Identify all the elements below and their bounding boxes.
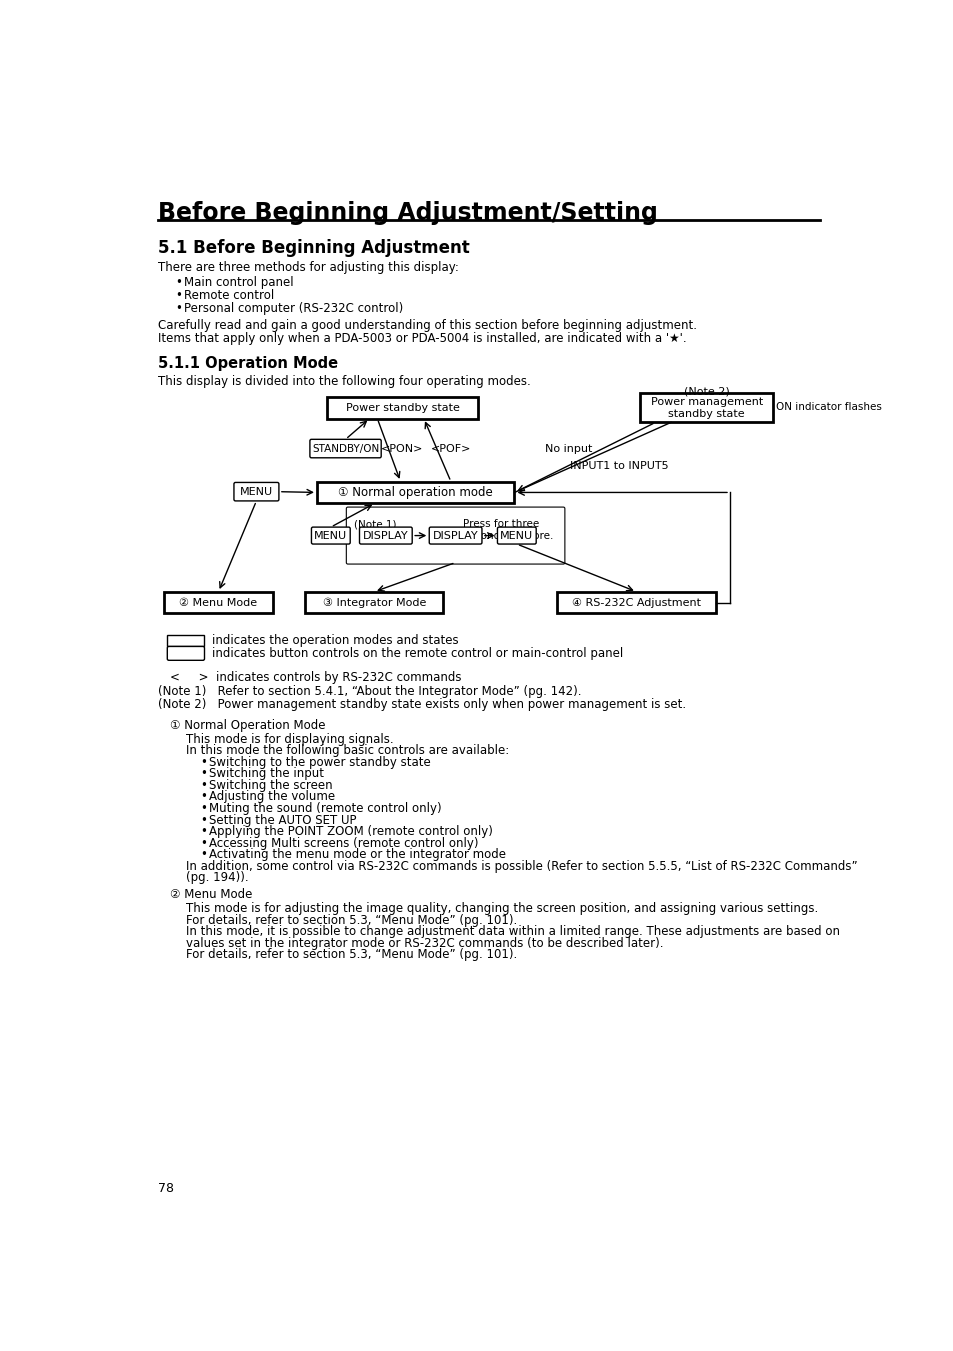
Text: Carefully read and gain a good understanding of this section before beginning ad: Carefully read and gain a good understan… (158, 319, 697, 332)
Text: In this mode, it is possible to change adjustment data within a limited range. T: In this mode, it is possible to change a… (186, 925, 839, 938)
Bar (639, 393, 773, 423)
Text: Power standby state: Power standby state (345, 403, 459, 413)
Text: There are three methods for adjusting this display:: There are three methods for adjusting th… (158, 261, 458, 274)
Text: Personal computer (RS-232C control): Personal computer (RS-232C control) (184, 303, 403, 315)
Text: ② Menu Mode: ② Menu Mode (170, 888, 252, 901)
Text: •: • (199, 780, 207, 792)
Text: •: • (174, 289, 182, 303)
Text: •: • (174, 276, 182, 289)
FancyBboxPatch shape (346, 507, 564, 565)
Text: •: • (199, 848, 207, 861)
Text: This mode is for adjusting the image quality, changing the screen position, and : This mode is for adjusting the image qua… (186, 902, 818, 915)
Text: ① Normal operation mode: ① Normal operation mode (338, 486, 493, 499)
Text: ② Menu Mode: ② Menu Mode (179, 597, 257, 608)
Text: values set in the integrator mode or RS-232C commands (to be described later).: values set in the integrator mode or RS-… (186, 936, 662, 950)
Text: Items that apply only when a PDA-5003 or PDA-5004 is installed, are indicated wi: Items that apply only when a PDA-5003 or… (158, 332, 686, 346)
Text: Switching the input: Switching the input (209, 767, 324, 781)
FancyBboxPatch shape (497, 527, 536, 544)
Text: For details, refer to section 5.3, “Menu Mode” (pg. 101).: For details, refer to section 5.3, “Menu… (186, 948, 517, 962)
Text: In addition, some control via RS-232C commands is possible (Refer to section 5.5: In addition, some control via RS-232C co… (186, 859, 857, 873)
Text: INPUT1 to INPUT5: INPUT1 to INPUT5 (570, 461, 668, 471)
Text: Press for three
seconds or more.: Press for three seconds or more. (462, 519, 553, 540)
Text: MENU: MENU (499, 531, 533, 540)
Text: This mode is for displaying signals.: This mode is for displaying signals. (186, 732, 393, 746)
Text: •: • (174, 303, 182, 315)
Text: Switching the screen: Switching the screen (209, 780, 333, 792)
Bar (164, 592, 273, 613)
Bar (167, 635, 204, 646)
Text: (pg. 194)).: (pg. 194)). (186, 871, 249, 885)
Text: Switching to the power standby state: Switching to the power standby state (209, 755, 431, 769)
Text: •: • (199, 790, 207, 804)
Text: Power management
standby state: Power management standby state (650, 397, 762, 419)
Text: •: • (199, 802, 207, 815)
Text: ① Normal Operation Mode: ① Normal Operation Mode (170, 719, 325, 732)
Text: (Note 2)   Power management standby state exists only when power management is s: (Note 2) Power management standby state … (158, 698, 685, 711)
Text: DISPLAY: DISPLAY (363, 531, 408, 540)
Text: 5.1.1 Operation Mode: 5.1.1 Operation Mode (158, 357, 337, 372)
Text: 5.1 Before Beginning Adjustment: 5.1 Before Beginning Adjustment (158, 239, 469, 257)
Text: <PON>: <PON> (380, 443, 423, 454)
FancyBboxPatch shape (310, 439, 381, 458)
Text: •: • (199, 836, 207, 850)
Text: Main control panel: Main control panel (184, 276, 294, 289)
Text: <     >  indicates controls by RS-232C commands: < > indicates controls by RS-232C comman… (170, 671, 460, 684)
Text: This display is divided into the following four operating modes.: This display is divided into the followi… (158, 374, 530, 388)
Text: ④ RS-232C Adjustment: ④ RS-232C Adjustment (572, 597, 700, 608)
Text: <POF>: <POF> (431, 443, 471, 454)
FancyBboxPatch shape (233, 482, 278, 501)
Text: •: • (199, 767, 207, 781)
FancyBboxPatch shape (429, 527, 481, 544)
Text: Activating the menu mode or the integrator mode: Activating the menu mode or the integrat… (209, 848, 506, 861)
Text: ③ Integrator Mode: ③ Integrator Mode (322, 597, 425, 608)
Text: MENU: MENU (239, 486, 273, 497)
FancyBboxPatch shape (167, 646, 204, 661)
FancyBboxPatch shape (311, 527, 350, 544)
Bar (316, 482, 514, 503)
Text: Applying the POINT ZOOM (remote control only): Applying the POINT ZOOM (remote control … (209, 825, 493, 838)
Text: ON indicator flashes: ON indicator flashes (776, 403, 882, 412)
Text: •: • (199, 825, 207, 838)
Text: (Note 1)   Refer to section 5.4.1, “About the Integrator Mode” (pg. 142).: (Note 1) Refer to section 5.4.1, “About … (158, 685, 581, 698)
Text: indicates the operation modes and states: indicates the operation modes and states (212, 634, 458, 647)
Text: •: • (199, 813, 207, 827)
Text: •: • (199, 755, 207, 769)
Text: (Note 1): (Note 1) (354, 519, 396, 530)
Text: Before Beginning Adjustment/Setting: Before Beginning Adjustment/Setting (158, 200, 658, 224)
Text: 78: 78 (158, 1182, 173, 1196)
FancyBboxPatch shape (359, 527, 412, 544)
Text: Adjusting the volume: Adjusting the volume (209, 790, 335, 804)
Text: Setting the AUTO SET UP: Setting the AUTO SET UP (209, 813, 356, 827)
Text: Muting the sound (remote control only): Muting the sound (remote control only) (209, 802, 441, 815)
Text: No input: No input (545, 443, 592, 454)
Text: For details, refer to section 5.3, “Menu Mode” (pg. 101).: For details, refer to section 5.3, “Menu… (186, 913, 517, 927)
Text: DISPLAY: DISPLAY (433, 531, 477, 540)
Text: MENU: MENU (314, 531, 347, 540)
Bar (305, 592, 443, 613)
Text: STANDBY/ON: STANDBY/ON (312, 443, 378, 454)
Bar (327, 397, 477, 419)
Text: Accessing Multi screens (remote control only): Accessing Multi screens (remote control … (209, 836, 478, 850)
Text: (Note 2): (Note 2) (683, 386, 729, 397)
Bar (557, 592, 716, 613)
Text: indicates button controls on the remote control or main-control panel: indicates button controls on the remote … (212, 647, 623, 659)
Text: Remote control: Remote control (184, 289, 274, 303)
Text: In this mode the following basic controls are available:: In this mode the following basic control… (186, 744, 509, 758)
